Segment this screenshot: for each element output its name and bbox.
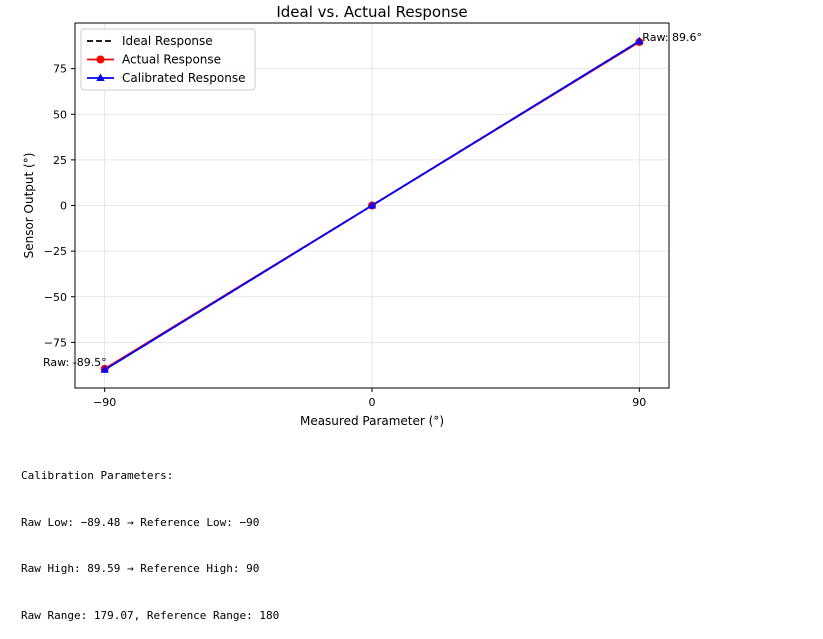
legend-box — [80, 28, 256, 91]
x-tick-label: 90 — [632, 396, 646, 409]
legend-label: Ideal Response — [122, 34, 213, 48]
params-heading: Calibration Parameters: — [21, 469, 174, 482]
y-tick-label: −25 — [44, 245, 67, 258]
legend-marker-circle — [96, 55, 105, 64]
y-tick-label: 75 — [53, 63, 67, 76]
legend-label: Calibrated Response — [122, 71, 245, 85]
y-tick-label: −50 — [44, 291, 67, 304]
y-axis-label: Sensor Output (°) — [22, 153, 36, 259]
calibration-parameters: Calibration Parameters: Raw Low: −89.48 … — [21, 437, 279, 639]
params-line-raw-range: Raw Range: 179.07, Reference Range: 180 — [21, 608, 280, 622]
y-tick-label: 0 — [60, 200, 67, 213]
data-point-calibrated — [367, 201, 377, 209]
x-tick-label: −90 — [93, 396, 116, 409]
chart-title: Ideal vs. Actual Response — [276, 3, 467, 21]
params-line-raw-low: Raw Low: −89.48 → Reference Low: −90 — [21, 515, 260, 529]
y-tick-label: 50 — [53, 108, 67, 121]
data-point-calibrated — [635, 36, 644, 45]
data-point-calibrated — [100, 365, 109, 373]
legend-marker-triangle — [96, 73, 105, 81]
params-line-raw-high: Raw High: 89.59 → Reference High: 90 — [21, 562, 260, 575]
y-tick-label: −75 — [44, 336, 67, 349]
annotation-raw-high: Raw: 89.6° — [642, 31, 702, 44]
x-axis-label: Measured Parameter (°) — [300, 414, 444, 428]
chart: Ideal vs. Actual Response Measured Parame… — [22, 3, 702, 428]
legend-label: Actual Response — [122, 53, 221, 67]
plot-frame — [74, 22, 670, 389]
x-tick-label: 0 — [369, 396, 376, 409]
y-tick-label: 25 — [53, 154, 67, 167]
